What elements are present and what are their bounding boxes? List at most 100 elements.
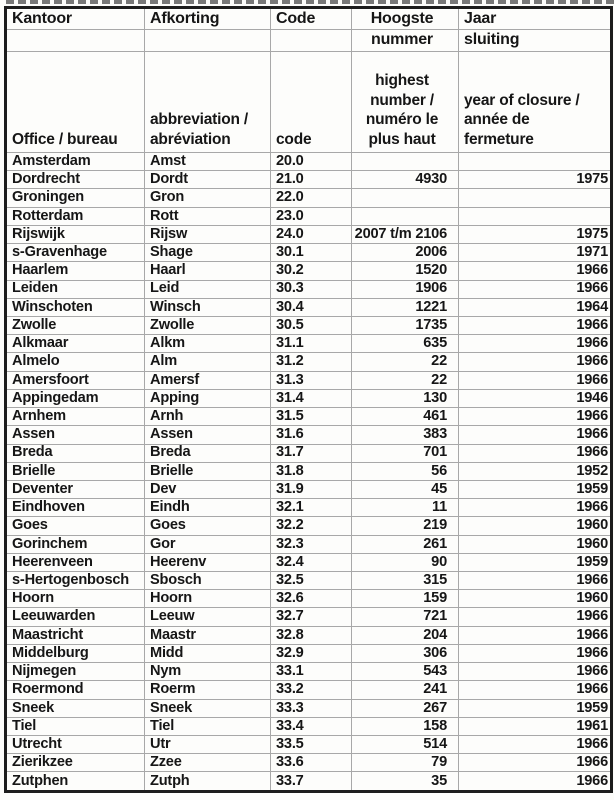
cell-abbreviation: Utr xyxy=(144,734,271,755)
cell-abbreviation: Roerm xyxy=(144,680,271,700)
cell-office: Roermond xyxy=(5,680,145,700)
cell-abbreviation: Zwolle xyxy=(144,315,271,336)
cell-closure-year: 1966 xyxy=(458,625,612,645)
cell-closure-year: 1966 xyxy=(458,680,612,700)
table-row: s-Hertogenbosch Sbosch 32.5 315 1966 xyxy=(5,571,612,591)
table-header: Kantoor Afkorting Code Hoogste Jaar numm… xyxy=(5,7,612,153)
cell-code: 31.9 xyxy=(270,479,352,500)
cell-abbreviation: Arnh xyxy=(144,407,271,427)
cell-closure-year: 1966 xyxy=(458,734,612,755)
cell-code: 21.0 xyxy=(270,170,352,190)
col-header-highest-number: highest number / numéro le plus haut xyxy=(351,51,459,153)
cell-code: 32.7 xyxy=(270,607,352,627)
table-row: Breda Breda 31.7 701 1966 xyxy=(5,443,612,463)
cell-office: Leiden xyxy=(5,279,145,299)
table-row: Heerenveen Heerenv 32.4 90 1959 xyxy=(5,552,612,573)
table-row: Roermond Roerm 33.2 241 1966 xyxy=(5,680,612,700)
col-header-sluiting: sluiting xyxy=(458,29,612,52)
cell-code: 32.8 xyxy=(270,625,352,645)
cell-closure-year xyxy=(458,188,612,208)
cell-abbreviation: Alkm xyxy=(144,334,271,354)
cell-closure-year: 1975 xyxy=(458,170,612,190)
cell-office: Amersfoort xyxy=(5,370,145,390)
cell-closure-year: 1966 xyxy=(458,662,612,682)
cell-abbreviation: Zutph xyxy=(144,771,271,792)
cell-highest-number: 219 xyxy=(351,516,459,536)
cell-closure-year: 1966 xyxy=(458,571,612,591)
table-row: Gorinchem Gor 32.3 261 1960 xyxy=(5,534,612,554)
cell-closure-year: 1966 xyxy=(458,279,612,299)
table-row: Tiel Tiel 33.4 158 1961 xyxy=(5,716,612,737)
cell-highest-number: 158 xyxy=(351,716,459,737)
cell-highest-number: 2007 t/m 2106 xyxy=(351,224,459,245)
cell-closure-year: 1966 xyxy=(458,443,612,463)
cell-abbreviation: Leeuw xyxy=(144,607,271,627)
cell-abbreviation: Tiel xyxy=(144,716,271,737)
cell-abbreviation: Haarl xyxy=(144,261,271,281)
table-row: Assen Assen 31.6 383 1966 xyxy=(5,425,612,445)
cell-abbreviation: Shage xyxy=(144,243,271,263)
cell-highest-number: 635 xyxy=(351,334,459,354)
cell-closure-year: 1964 xyxy=(458,297,612,317)
table-row: s-Gravenhage Shage 30.1 2006 1971 xyxy=(5,243,612,263)
cell-office: Alkmaar xyxy=(5,334,145,354)
cell-abbreviation: Winsch xyxy=(144,297,271,317)
cell-highest-number: 383 xyxy=(351,425,459,445)
cell-code: 22.0 xyxy=(270,188,352,208)
cell-code: 33.4 xyxy=(270,716,352,737)
table-row: Zutphen Zutph 33.7 35 1966 xyxy=(5,771,612,792)
table-row: Rotterdam Rott 23.0 xyxy=(5,206,612,226)
cell-office: Deventer xyxy=(5,479,145,500)
cell-closure-year: 1966 xyxy=(458,643,612,664)
col-header-abbreviation: abbreviation / abréviation xyxy=(144,51,271,153)
cell-abbreviation: Apping xyxy=(144,388,271,409)
table-row: Eindhoven Eindh 32.1 11 1966 xyxy=(5,498,612,518)
cell-code: 32.4 xyxy=(270,552,352,573)
scan-edge-artifact xyxy=(6,0,614,4)
cell-highest-number: 45 xyxy=(351,479,459,500)
table-row: Alkmaar Alkm 31.1 635 1966 xyxy=(5,334,612,354)
cell-highest-number: 461 xyxy=(351,407,459,427)
cell-highest-number: 159 xyxy=(351,589,459,609)
col-header-hoogste: Hoogste xyxy=(351,7,459,30)
cell-office: Assen xyxy=(5,425,145,445)
cell-highest-number: 1221 xyxy=(351,297,459,317)
cell-highest-number: 22 xyxy=(351,352,459,372)
cell-highest-number: 721 xyxy=(351,607,459,627)
table-body: Amsterdam Amst 20.0 Dordrecht Dordt 21.0… xyxy=(5,151,612,792)
cell-closure-year: 1966 xyxy=(458,771,612,792)
col-header-nummer: nummer xyxy=(351,29,459,52)
cell-office: Almelo xyxy=(5,352,145,372)
cell-highest-number: 241 xyxy=(351,680,459,700)
cell-code: 31.6 xyxy=(270,425,352,445)
cell-office: Gorinchem xyxy=(5,534,145,554)
col-header-jaar: Jaar xyxy=(458,7,612,30)
cell-office: Utrecht xyxy=(5,734,145,755)
cell-abbreviation: Zzee xyxy=(144,753,271,773)
cell-closure-year: 1960 xyxy=(458,589,612,609)
cell-office: Zutphen xyxy=(5,771,145,792)
cell-highest-number xyxy=(351,151,459,172)
cell-closure-year xyxy=(458,151,612,172)
cell-office: s-Hertogenbosch xyxy=(5,571,145,591)
cell-closure-year: 1961 xyxy=(458,716,612,737)
table-row: Haarlem Haarl 30.2 1520 1966 xyxy=(5,261,612,281)
cell-code: 30.3 xyxy=(270,279,352,299)
cell-closure-year: 1960 xyxy=(458,516,612,536)
cell-highest-number: 79 xyxy=(351,753,459,773)
cell-abbreviation: Amst xyxy=(144,151,271,172)
cell-abbreviation: Leid xyxy=(144,279,271,299)
cell-highest-number xyxy=(351,188,459,208)
cell-abbreviation: Maastr xyxy=(144,625,271,645)
cell-abbreviation: Hoorn xyxy=(144,589,271,609)
col-header-code: Code xyxy=(270,7,352,30)
header-row-translations: Office / bureau abbreviation / abréviati… xyxy=(5,51,612,153)
cell-code: 33.6 xyxy=(270,753,352,773)
cell-office: Hoorn xyxy=(5,589,145,609)
cell-code: 31.3 xyxy=(270,370,352,390)
cell-closure-year: 1971 xyxy=(458,243,612,263)
cell-code: 33.5 xyxy=(270,734,352,755)
header-row-dutch: Kantoor Afkorting Code Hoogste Jaar xyxy=(5,7,612,30)
cell-highest-number: 130 xyxy=(351,388,459,409)
table-row: Leiden Leid 30.3 1906 1966 xyxy=(5,279,612,299)
